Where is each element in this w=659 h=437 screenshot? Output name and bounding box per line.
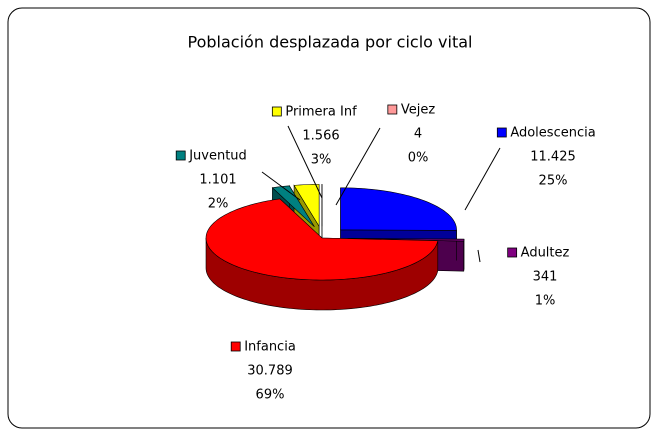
pie-slice: [293, 184, 320, 228]
slice-label: Infancia: [244, 340, 296, 355]
percent-label: 3%: [311, 153, 332, 168]
leader-line: [287, 125, 323, 199]
percent-label: 69%: [256, 388, 285, 403]
percent-label: 25%: [539, 174, 568, 189]
value-label: 4: [414, 127, 422, 142]
leader-line: [335, 127, 381, 206]
slice-label: Adultez: [521, 246, 570, 261]
percent-label: 0%: [408, 151, 429, 166]
slice-label: Primera Inf: [285, 105, 357, 120]
slice-label: Vejez: [401, 103, 435, 118]
legend-swatch: [175, 150, 186, 161]
legend-swatch: [271, 106, 282, 117]
value-label: 1.566: [302, 129, 339, 144]
leader-line: [261, 171, 301, 201]
legend-swatch: [507, 247, 518, 258]
percent-label: 2%: [208, 197, 229, 212]
legend-swatch: [496, 127, 507, 138]
percent-label: 1%: [535, 294, 556, 309]
pie-slice: [271, 185, 315, 228]
value-label: 30.789: [247, 364, 293, 379]
pie-slice: [340, 187, 457, 231]
value-label: 11.425: [530, 150, 576, 165]
pie-slice: [205, 198, 439, 281]
legend-swatch: [230, 341, 241, 352]
pie-tops: [205, 184, 465, 281]
leader-line: [477, 249, 481, 263]
chart-border: [7, 7, 651, 429]
legend-swatch: [387, 104, 398, 115]
chart-title: Población desplazada por ciclo vital: [188, 33, 473, 52]
slice-label: Adolescencia: [510, 126, 595, 141]
leader-line: [464, 147, 501, 211]
slice-label: Juventud: [188, 149, 247, 164]
value-label: 341: [533, 270, 558, 285]
value-label: 1.101: [199, 173, 236, 188]
